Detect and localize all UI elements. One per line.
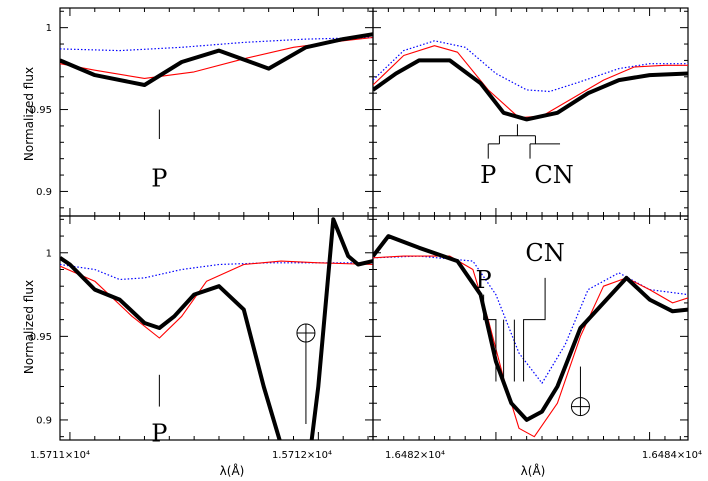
- line-id-label: P: [476, 266, 492, 294]
- series-line-model-blue: [373, 40, 688, 93]
- line-id-label: P: [151, 164, 167, 192]
- x-tick-label: 1.5712×10⁴: [272, 450, 332, 461]
- x-axis-title-right: λ(Å): [521, 463, 546, 478]
- line-id-label: CN: [525, 239, 564, 267]
- y-tick-label: 1: [46, 248, 52, 259]
- series-line-observed: [373, 58, 688, 122]
- panel-frame: [372, 215, 689, 441]
- x-axis-title-left: λ(Å): [220, 463, 245, 478]
- series-line-observed: [60, 217, 373, 440]
- panel-frame: [372, 7, 689, 217]
- line-id-label: P: [480, 161, 496, 189]
- series-line-model-blue: [60, 262, 373, 281]
- panel-bottom-right: P CN: [372, 215, 689, 441]
- line-id-bracket: [483, 277, 546, 382]
- y-tick-label: 0.95: [30, 332, 52, 343]
- series-line-model-red: [373, 45, 688, 119]
- panel-top-right: P CN: [372, 7, 689, 217]
- series-line-observed: [373, 234, 688, 422]
- line-id-label: P: [151, 419, 167, 447]
- y-tick-label: 0.9: [36, 187, 52, 198]
- y-axis-title-bottom: Normalized flux: [22, 280, 36, 374]
- x-tick-label: 1.5711×10⁴: [30, 450, 90, 461]
- y-axis-title-top: Normalized flux: [22, 67, 36, 161]
- series-line-model-red: [373, 255, 688, 438]
- series-line-model-blue: [60, 36, 373, 52]
- line-id-bracket: [487, 124, 561, 159]
- panel-top-left: 0.9 0.95 1 P: [30, 7, 374, 217]
- x-tick-label: 1.6482×10⁴: [385, 450, 445, 461]
- x-tick-label: 1.6484×10⁴: [642, 450, 702, 461]
- line-id-label: CN: [534, 161, 573, 189]
- panel-frame: [59, 215, 374, 441]
- y-tick-label: 0.95: [30, 105, 52, 116]
- y-tick-label: 1: [46, 23, 52, 34]
- panel-bottom-left: 0.9 0.95 1 P: [30, 215, 374, 447]
- y-tick-label: 0.9: [36, 415, 52, 426]
- series-line-observed: [60, 32, 373, 87]
